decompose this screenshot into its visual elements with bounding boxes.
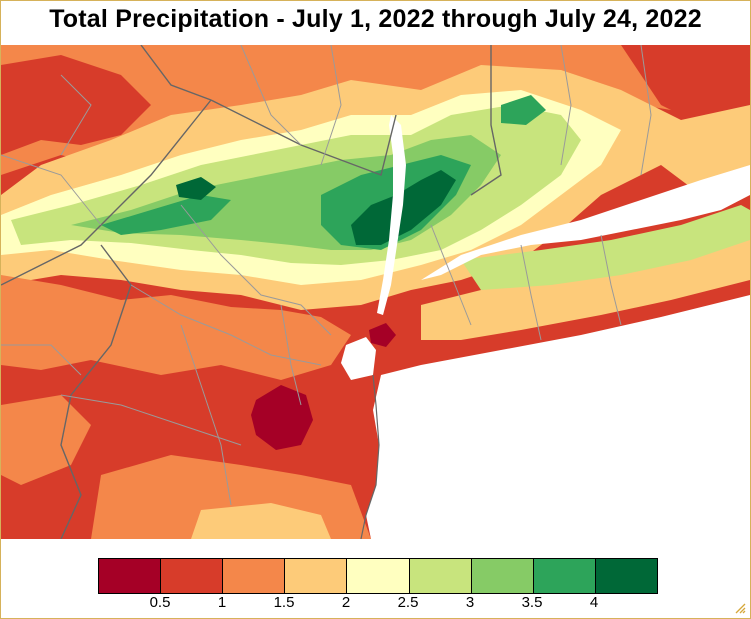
legend-swatch	[533, 559, 596, 593]
legend-swatch	[99, 559, 162, 593]
map-title: Total Precipitation - July 1, 2022 throu…	[49, 5, 702, 33]
water-atlantic	[366, 295, 750, 539]
precipitation-map	[1, 44, 750, 540]
zone-dark-red-queens	[369, 323, 396, 347]
zone-dark-red-hotspot	[251, 385, 313, 450]
zone-li-green	[461, 205, 750, 290]
legend-swatch	[285, 559, 348, 593]
legend-swatch	[471, 559, 534, 593]
zone-dark-green-core	[351, 170, 456, 245]
zone-south-yellow2	[191, 503, 331, 539]
zone-dark-green-west	[176, 177, 216, 200]
legend-swatch	[409, 559, 472, 593]
zone-li-red	[431, 280, 750, 365]
legend-swatch	[161, 559, 224, 593]
legend-tick-label: 3.5	[521, 594, 543, 611]
county-boundaries	[1, 44, 652, 506]
legend-tick-label: 2	[341, 594, 351, 611]
zone-green-ct	[501, 95, 546, 125]
legend-tick-label: 1	[217, 594, 227, 611]
water-ny-harbor	[341, 337, 376, 380]
coastline	[360, 374, 380, 540]
map-svg	[1, 44, 750, 540]
zone-nw-red	[1, 55, 151, 155]
legend-tick-label: 1.5	[273, 594, 295, 611]
zone-ne-red	[621, 45, 750, 125]
legend-swatch	[347, 559, 410, 593]
water-long-island-sound	[421, 165, 750, 280]
legend-tick-label: 4	[589, 594, 599, 611]
legend-swatch	[595, 559, 657, 593]
legend-swatch	[223, 559, 286, 593]
zone-south-orange	[1, 275, 351, 380]
zone-green	[101, 195, 231, 235]
legend-tick-label: 2.5	[397, 594, 419, 611]
legend-tick-label: 3	[465, 594, 475, 611]
water-hudson-river	[377, 115, 406, 315]
state-boundaries	[1, 44, 502, 540]
legend-colorbar	[98, 558, 658, 594]
legend-tick-label: 0.5	[149, 594, 171, 611]
resize-grip-icon[interactable]	[734, 602, 746, 614]
